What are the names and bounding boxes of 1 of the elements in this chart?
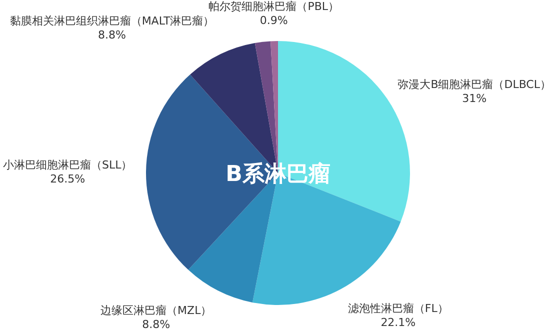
text: B系淋巴瘤 bbox=[226, 161, 330, 187]
